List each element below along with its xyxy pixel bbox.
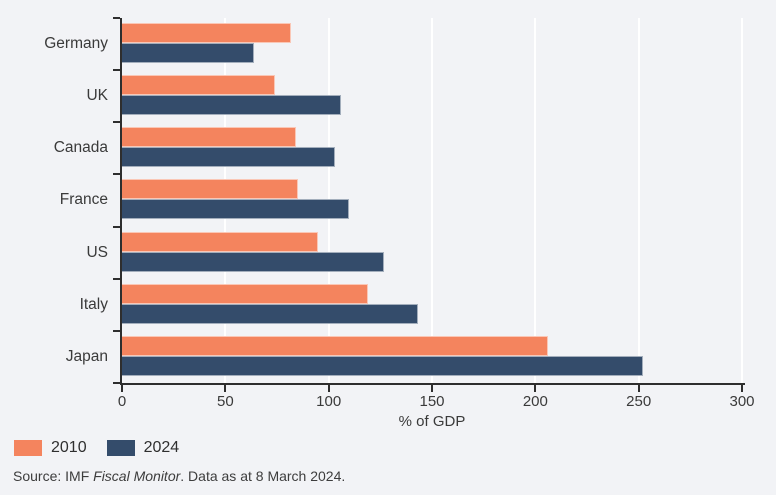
bar-2010-uk: [122, 75, 275, 96]
legend: 2010 2024: [14, 439, 199, 457]
bar-2024-uk: [122, 95, 342, 116]
x-axis-tick-200: [534, 385, 537, 392]
x-axis-tick-label-150: 150: [419, 393, 445, 410]
category-label-uk: UK: [86, 87, 108, 105]
bar-2010-us: [122, 231, 319, 252]
y-axis-tick: [113, 17, 120, 19]
legend-swatch-2024: [106, 440, 135, 456]
source-text: Source: IMF: [13, 468, 94, 484]
legend-item-2024: 2024: [106, 439, 180, 457]
bar-2010-japan: [122, 335, 548, 356]
bar-2024-japan: [122, 355, 643, 376]
legend-swatch-2010: [14, 440, 42, 456]
row-france: [122, 174, 742, 226]
x-axis-tick-100: [327, 385, 330, 392]
x-axis-tick-250: [637, 385, 640, 392]
bar-2024-germany: [122, 43, 255, 63]
row-us: [122, 227, 742, 279]
category-label-us: US: [86, 243, 108, 261]
y-axis-tick: [113, 121, 120, 124]
x-axis-tick-50: [224, 385, 227, 392]
y-axis-line: [120, 18, 122, 385]
source-suffix: . Data as at 8 March 2024.: [180, 468, 346, 484]
row-japan: [122, 331, 742, 383]
bar-2010-germany: [122, 23, 292, 43]
row-italy: [122, 279, 742, 331]
bar-2010-canada: [122, 127, 296, 148]
row-uk: [122, 70, 742, 122]
bar-2010-italy: [122, 283, 368, 304]
bar-2010-france: [122, 179, 298, 200]
row-canada: [122, 122, 742, 174]
y-axis-tick: [113, 225, 120, 228]
bar-2024-canada: [122, 147, 335, 168]
x-axis-tick-300: [741, 385, 743, 392]
source-publication: Fiscal Monitor: [93, 468, 181, 484]
category-label-italy: Italy: [79, 295, 108, 313]
bar-2024-italy: [122, 303, 418, 324]
bar-2024-france: [122, 199, 350, 220]
legend-label-2024: 2024: [143, 439, 180, 456]
x-axis-title: % of GDP: [398, 413, 466, 430]
y-axis-tick: [113, 173, 120, 176]
x-axis-tick-label-0: 0: [117, 393, 127, 410]
gridline-150: [431, 18, 433, 383]
gridline-200: [534, 18, 537, 383]
legend-label-2010: 2010: [51, 439, 87, 456]
x-axis-tick-label-50: 50: [216, 393, 234, 410]
category-label-japan: Japan: [65, 347, 108, 365]
x-axis-tick-150: [431, 385, 433, 392]
x-axis-tick-label-100: 100: [316, 393, 342, 410]
category-label-france: France: [59, 191, 108, 209]
source-note: Source: IMF Fiscal Monitor. Data as at 8…: [13, 468, 345, 484]
x-axis-tick-0: [121, 385, 123, 392]
legend-item-2010: 2010: [14, 439, 87, 457]
category-label-germany: Germany: [44, 35, 108, 53]
y-axis-tick: [113, 329, 120, 332]
y-axis-tick: [113, 382, 120, 384]
x-axis-tick-label-200: 200: [522, 393, 548, 410]
x-axis-tick-label-300: 300: [729, 393, 755, 410]
row-germany: [122, 18, 742, 70]
category-label-canada: Canada: [53, 139, 108, 157]
bar-2024-us: [122, 251, 385, 272]
y-axis-tick: [113, 277, 120, 280]
gridline-250: [637, 18, 640, 383]
y-axis-labels: Germany UK Canada France US Italy Japan: [0, 18, 108, 383]
x-axis-tick-label-250: 250: [626, 393, 652, 410]
plot-area: [122, 18, 743, 383]
y-axis-tick: [113, 69, 120, 72]
gridline-300: [741, 18, 743, 383]
x-axis-line: [120, 383, 745, 385]
